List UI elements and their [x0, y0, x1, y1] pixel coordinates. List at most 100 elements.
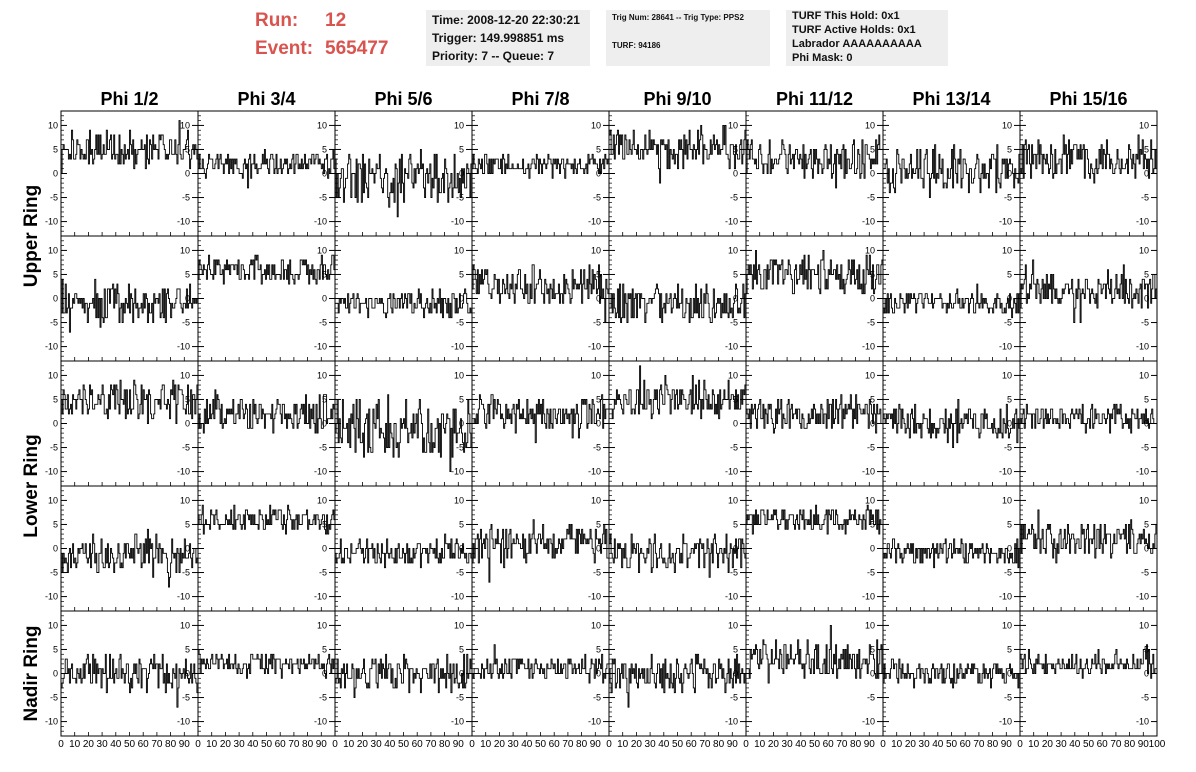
y-tick-label: 10	[317, 620, 327, 630]
y-tick-label: 0	[1007, 669, 1012, 679]
y-tick-label: 0	[733, 419, 738, 429]
waveform-trace	[1020, 134, 1157, 184]
y-tick-label: 10	[180, 620, 190, 630]
y-tick-label: -5	[1141, 318, 1149, 328]
x-tick-label: 70	[151, 739, 163, 750]
x-tick-label: 0	[743, 739, 749, 750]
x-tick-label: 70	[836, 739, 848, 750]
y-tick-label: 0	[459, 294, 464, 304]
y-tick-label: 10	[48, 245, 58, 255]
y-tick-label: -10	[177, 592, 190, 602]
x-tick-label: 20	[1042, 739, 1054, 750]
y-tick-label: 10	[180, 245, 190, 255]
waveform-trace	[883, 538, 1020, 569]
y-tick-label: -10	[862, 217, 875, 227]
y-tick-label: -5	[182, 443, 190, 453]
waveform-trace	[883, 144, 1020, 198]
y-tick-label: 10	[454, 370, 464, 380]
x-tick-label: 10	[206, 739, 218, 750]
y-tick-label: 10	[1002, 620, 1012, 630]
x-tick-label: 30	[371, 739, 383, 750]
waveform-trace	[746, 134, 883, 189]
y-tick-label: 10	[591, 620, 601, 630]
y-tick-label: 5	[1007, 519, 1012, 529]
x-tick-label: 60	[275, 739, 287, 750]
y-tick-label: -5	[319, 693, 327, 703]
column-title: Phi 9/10	[643, 89, 711, 109]
y-tick-label: -5	[456, 568, 464, 578]
y-tick-label: 10	[317, 370, 327, 380]
y-tick-label: 5	[459, 644, 464, 654]
y-tick-label: 10	[317, 245, 327, 255]
y-tick-label: 10	[180, 495, 190, 505]
y-tick-label: 0	[733, 169, 738, 179]
y-tick-label: 5	[53, 144, 58, 154]
x-tick-label: 90	[1001, 739, 1013, 750]
y-tick-label: -5	[1004, 568, 1012, 578]
x-tick-label: 90	[179, 739, 191, 750]
x-tick-label: 70	[1110, 739, 1122, 750]
time-line: Time: 2008-12-20 22:30:21	[432, 13, 580, 27]
waveform-trace	[61, 278, 198, 333]
y-tick-label: 5	[53, 269, 58, 279]
y-tick-label: -10	[45, 342, 58, 352]
y-tick-label: 0	[1144, 669, 1149, 679]
y-tick-label: -10	[45, 592, 58, 602]
y-tick-label: 10	[1139, 370, 1149, 380]
labrador-line: Labrador AAAAAAAAAA	[792, 38, 922, 50]
x-tick-label: 30	[1056, 739, 1068, 750]
y-tick-label: -10	[999, 592, 1012, 602]
y-tick-label: 5	[1007, 144, 1012, 154]
y-tick-label: -10	[177, 217, 190, 227]
y-tick-label: -5	[1141, 443, 1149, 453]
y-tick-label: 5	[1007, 269, 1012, 279]
column-title: Phi 3/4	[237, 89, 295, 109]
y-tick-label: -5	[50, 443, 58, 453]
x-tick-label: 40	[658, 739, 670, 750]
y-tick-label: 10	[48, 120, 58, 130]
x-tick-label: 30	[234, 739, 246, 750]
x-tick-label: 0	[469, 739, 475, 750]
x-tick-label: 30	[645, 739, 657, 750]
x-tick-label: 60	[1097, 739, 1109, 750]
y-tick-label: 10	[1139, 120, 1149, 130]
y-tick-label: 5	[1144, 394, 1149, 404]
y-tick-label: 5	[459, 269, 464, 279]
x-tick-label: 50	[1083, 739, 1095, 750]
y-tick-label: -10	[45, 717, 58, 727]
x-tick-label: 10	[891, 739, 903, 750]
waveform-trace	[198, 254, 335, 285]
waveform-trace	[883, 283, 1020, 319]
y-tick-label: 10	[180, 120, 190, 130]
y-tick-label: 5	[185, 644, 190, 654]
y-tick-label: 0	[596, 419, 601, 429]
y-tick-label: -5	[50, 693, 58, 703]
y-tick-label: -10	[177, 342, 190, 352]
y-tick-label: -10	[725, 467, 738, 477]
y-tick-label: -10	[1136, 467, 1149, 477]
row-title: Nadir Ring	[21, 625, 42, 721]
y-tick-label: 0	[53, 544, 58, 554]
x-tick-label: 40	[521, 739, 533, 750]
y-tick-label: 10	[454, 120, 464, 130]
waveform-trace	[198, 504, 335, 535]
y-tick-label: 5	[870, 144, 875, 154]
y-tick-label: 0	[1144, 294, 1149, 304]
y-tick-label: -5	[1004, 693, 1012, 703]
y-tick-label: 10	[48, 620, 58, 630]
x-tick-label: 10	[617, 739, 629, 750]
y-tick-label: -5	[1004, 193, 1012, 203]
x-tick-label: 30	[97, 739, 109, 750]
y-tick-label: 5	[1007, 644, 1012, 654]
waveform-trace	[1020, 403, 1157, 434]
y-tick-label: 10	[591, 245, 601, 255]
y-tick-label: 5	[733, 269, 738, 279]
x-tick-label: 80	[165, 739, 177, 750]
y-tick-label: -5	[319, 193, 327, 203]
x-tick-label: 40	[932, 739, 944, 750]
waveform-trace	[472, 644, 609, 684]
y-tick-label: -5	[1141, 193, 1149, 203]
x-tick-label: 60	[412, 739, 424, 750]
y-tick-label: -10	[451, 467, 464, 477]
y-tick-label: 10	[865, 120, 875, 130]
